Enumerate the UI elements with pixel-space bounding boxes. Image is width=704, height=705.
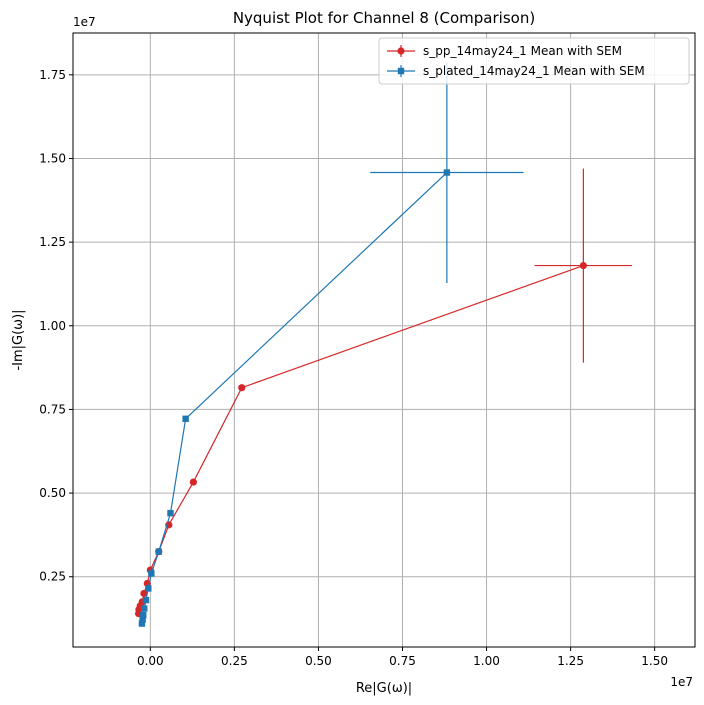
series-line <box>137 264 584 614</box>
y-tick-label: 1.25 <box>39 235 66 249</box>
y-tick-label: 0.50 <box>39 486 66 500</box>
legend-marker <box>397 67 405 75</box>
data-point <box>148 570 155 577</box>
grid <box>73 33 695 647</box>
data-point <box>155 548 162 555</box>
data-point <box>145 585 152 592</box>
x-axis-label: Re|G(ω)| <box>356 681 412 696</box>
plot-area-frame <box>72 32 696 648</box>
series-1 <box>134 168 633 618</box>
x-tick-label: 0.25 <box>221 654 248 668</box>
data-point <box>167 509 174 517</box>
data-point <box>443 169 451 176</box>
data-point <box>579 261 587 270</box>
data-point <box>182 415 189 422</box>
x-axis-offset-label: 1e7 <box>670 675 693 689</box>
legend-label: s_pp_14may24_1 Mean with SEM <box>423 44 622 58</box>
y-axis-label: -Im|G(ω)| <box>11 309 26 370</box>
x-tick-label: 1.50 <box>641 654 668 668</box>
legend-box <box>378 37 690 85</box>
x-tick-label: 0.50 <box>305 654 332 668</box>
plot-series <box>134 62 633 627</box>
series-2 <box>138 62 524 627</box>
data-point <box>142 596 150 604</box>
x-tick-label: 1.25 <box>557 654 584 668</box>
x-tick-label: 0.00 <box>137 654 164 668</box>
legend-label: s_plated_14may24_1 Mean with SEM <box>423 64 645 78</box>
legend-marker <box>397 47 405 55</box>
x-tick-label: 1.00 <box>473 654 500 668</box>
data-point <box>139 616 146 623</box>
data-point <box>140 589 148 598</box>
data-point <box>238 384 246 392</box>
x-tick-label: 0.75 <box>389 654 416 668</box>
data-point <box>138 620 146 627</box>
legend: s_pp_14may24_1 Mean with SEM s_plated_14m… <box>378 37 690 85</box>
y-tick-label: 0.75 <box>39 402 66 416</box>
data-point <box>189 478 197 486</box>
y-tick-label: 0.25 <box>39 570 66 584</box>
y-tick-label: 1.75 <box>39 68 66 82</box>
data-point <box>140 612 147 619</box>
axis-ticks: 0.00 0.25 0.50 0.75 1.00 1.25 1.50 0.25 0.50 0.75… <box>39 68 668 668</box>
data-point <box>141 605 148 612</box>
y-axis-offset-label: 1e7 <box>73 15 96 29</box>
legend-item-2: s_plated_14may24_1 Mean with SEM <box>387 64 645 78</box>
chart-title: Nyquist Plot for Channel 8 (Comparison) <box>233 9 535 27</box>
series-line <box>141 172 448 624</box>
legend-item-1: s_pp_14may24_1 Mean with SEM <box>387 44 622 58</box>
y-tick-label: 1.50 <box>39 151 66 165</box>
y-tick-label: 1.00 <box>39 319 66 333</box>
